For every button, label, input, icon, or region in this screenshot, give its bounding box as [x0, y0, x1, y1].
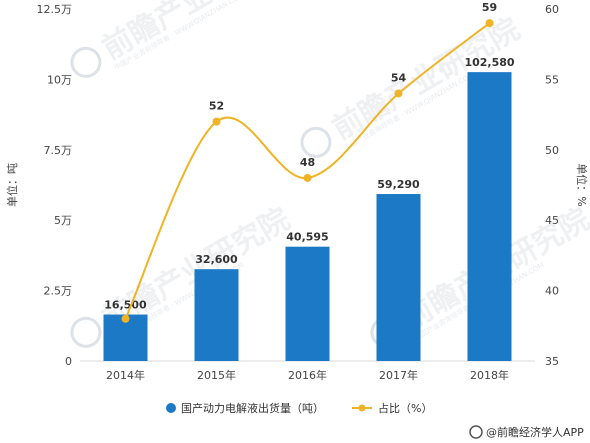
- bar-data-labels: 16,500 32,600 40,595 59,290 102,580: [104, 56, 515, 311]
- source-text: @前瞻经济学人APP: [486, 425, 584, 439]
- right-axis-ticks: 35 40 45 50 55 60: [545, 3, 559, 368]
- right-axis-title: 单位：%: [575, 163, 589, 206]
- legend-bar-label: 国产动力电解液出货量（吨）: [181, 401, 324, 415]
- bar: [467, 72, 512, 362]
- line-point: [394, 89, 403, 98]
- bar-data-label: 102,580: [464, 56, 514, 69]
- line-data-label: 54: [391, 71, 407, 84]
- x-tick-label: 2014年: [106, 368, 145, 382]
- right-tick-label: 60: [545, 3, 559, 16]
- legend-line-label: 占比（%）: [378, 401, 432, 415]
- bar-series: [103, 72, 512, 362]
- x-tick-label: 2017年: [379, 368, 418, 382]
- right-tick-label: 40: [545, 285, 559, 298]
- x-tick-label: 2016年: [288, 368, 327, 382]
- watermark-1: 前瞻产业研究院 中国产业咨询领导者 · WWW.QIANZHAN.COM: [70, 0, 296, 78]
- left-tick-label: 2.5万: [44, 285, 73, 298]
- x-tick-label: 2015年: [197, 368, 236, 382]
- right-tick-label: 45: [545, 214, 559, 227]
- left-tick-label: 0: [65, 355, 72, 368]
- x-tick-label: 2018年: [470, 368, 509, 382]
- bar: [285, 246, 330, 361]
- bar: [194, 269, 239, 361]
- line-point: [121, 314, 130, 323]
- x-axis-ticks: 2014年 2015年 2016年 2017年 2018年: [106, 368, 509, 382]
- legend-line-marker-dot: [358, 404, 366, 412]
- line-point: [303, 173, 312, 182]
- bar-data-label: 16,500: [104, 299, 147, 312]
- left-axis-ticks: 0 2.5万 5万 7.5万 10万 12.5万: [37, 3, 73, 368]
- source-logo-icon: [469, 425, 483, 439]
- line-data-label: 48: [300, 156, 315, 169]
- watermark-3: 前瞻产业研究院 中国产业咨询领导者 · WWW.QIANZHAN.COM: [70, 202, 296, 348]
- bar-data-label: 40,595: [286, 231, 328, 244]
- line-data-label: 52: [209, 100, 224, 113]
- line-path: [124, 22, 491, 320]
- footer: @前瞻经济学人APP: [469, 425, 584, 439]
- right-tick-label: 35: [545, 355, 559, 368]
- line-data-label: 59: [482, 1, 497, 14]
- left-tick-label: 10万: [47, 73, 72, 86]
- left-tick-label: 5万: [54, 214, 72, 227]
- legend-bar-marker: [166, 403, 176, 413]
- left-tick-label: 7.5万: [44, 144, 73, 157]
- right-tick-label: 50: [545, 144, 559, 157]
- right-tick-label: 55: [545, 73, 559, 86]
- line-point: [212, 117, 221, 126]
- bar: [376, 194, 421, 361]
- bar-data-label: 59,290: [377, 178, 420, 191]
- left-axis-title: 单位：吨: [5, 163, 19, 207]
- line-point: [485, 19, 494, 28]
- bar-data-label: 32,600: [195, 253, 238, 266]
- legend: 国产动力电解液出货量（吨） 占比（%）: [166, 401, 432, 415]
- line-series: [121, 19, 494, 323]
- left-tick-label: 12.5万: [37, 3, 73, 16]
- line-data-labels: 52 48 54 59: [209, 1, 497, 169]
